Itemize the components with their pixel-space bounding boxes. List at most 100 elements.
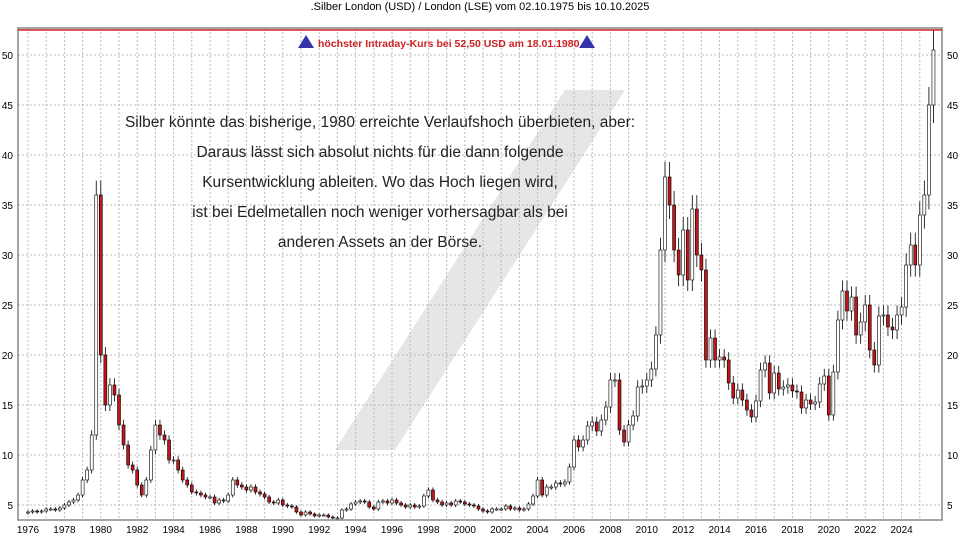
candle-body <box>854 296 858 336</box>
candle <box>48 507 53 511</box>
candle-body <box>517 507 522 511</box>
candle <box>476 504 481 511</box>
y-tick-label-left: 50 <box>2 51 14 62</box>
candle-body <box>203 494 208 498</box>
candle <box>672 191 676 263</box>
candle <box>517 506 522 512</box>
candle <box>390 497 394 506</box>
candle-body <box>927 104 931 196</box>
candle <box>740 383 745 407</box>
candle-body <box>180 469 185 481</box>
candle-body <box>822 375 827 385</box>
candle-body <box>635 386 640 417</box>
candle-body <box>344 508 349 511</box>
candle <box>799 385 804 414</box>
candle <box>508 504 513 511</box>
candle <box>499 507 504 511</box>
candle-body <box>604 406 608 421</box>
candle-body <box>922 194 927 216</box>
candle <box>490 507 494 514</box>
candle-body <box>312 513 317 517</box>
candle <box>149 445 153 483</box>
triangle-marker-left <box>298 35 314 48</box>
candle-body <box>872 349 877 366</box>
candle-body <box>544 486 549 496</box>
y-tick-label-right: 40 <box>947 151 959 162</box>
candle <box>185 477 190 488</box>
candle-body <box>904 264 908 308</box>
candle <box>89 430 94 474</box>
x-tick-label: 2024 <box>890 525 913 536</box>
candle <box>899 297 904 325</box>
x-tick-label: 2006 <box>563 525 586 536</box>
x-tick-label: 2004 <box>526 525 549 536</box>
candle-body <box>285 504 290 507</box>
candle <box>881 305 886 326</box>
candle-body <box>390 499 394 504</box>
candle-body <box>299 511 303 516</box>
y-tick-label-right: 50 <box>947 51 959 62</box>
candle <box>30 509 35 514</box>
candle <box>230 477 235 498</box>
candle-body <box>139 484 144 496</box>
candle <box>85 466 89 483</box>
candle <box>381 498 385 505</box>
candle <box>299 510 303 517</box>
candle-body <box>85 469 89 481</box>
candle-body <box>499 508 504 511</box>
candle-body <box>53 508 58 511</box>
candle-body <box>840 290 845 321</box>
candle <box>917 201 922 277</box>
candle <box>535 477 540 499</box>
candle-body <box>472 504 476 507</box>
candle <box>863 295 868 332</box>
candle <box>285 503 290 508</box>
x-tick-label: 1994 <box>344 525 367 536</box>
x-tick-label: 2002 <box>490 525 513 536</box>
candle <box>931 29 936 123</box>
candle <box>854 286 858 344</box>
candle-body <box>754 400 758 418</box>
candle <box>522 507 526 512</box>
candle <box>654 326 658 377</box>
candle <box>576 435 581 452</box>
y-tick-label-right: 5 <box>947 501 953 512</box>
candle-body <box>385 500 390 504</box>
x-tick-label: 1982 <box>126 525 149 536</box>
candle <box>590 416 595 432</box>
candle <box>808 393 813 411</box>
candle <box>594 416 599 436</box>
candle-body <box>508 505 513 510</box>
candle-body <box>117 394 121 426</box>
y-tick-label-left: 45 <box>2 101 14 112</box>
candle-body <box>581 439 585 448</box>
candle <box>71 497 76 505</box>
candle-body <box>226 494 230 502</box>
candle <box>94 180 99 440</box>
candle <box>317 513 322 518</box>
y-tick-label-right: 25 <box>947 301 959 312</box>
candle <box>585 420 590 445</box>
candle-body <box>858 321 863 336</box>
candle <box>558 480 563 487</box>
candle-body <box>230 479 235 496</box>
x-tick-label: 2016 <box>745 525 768 536</box>
candle-body <box>658 249 663 336</box>
x-tick-label: 1990 <box>272 525 295 536</box>
y-tick-label-left: 10 <box>2 451 14 462</box>
candle <box>622 425 626 447</box>
candle <box>626 419 631 447</box>
candle-body <box>863 304 868 323</box>
x-tick-label: 1978 <box>53 525 76 536</box>
annotation-line: anderen Assets an der Börse. <box>277 234 483 251</box>
candle-body <box>722 356 726 361</box>
candle-body <box>221 499 226 502</box>
candle <box>549 484 554 490</box>
reference-label: höchster Intraday-Kurs bei 52,50 USD am … <box>318 38 580 50</box>
candle-body <box>758 369 763 402</box>
candle <box>190 482 194 495</box>
candle-body <box>881 314 886 317</box>
candle <box>553 480 558 490</box>
candle-body <box>917 214 922 266</box>
candle-body <box>326 514 331 518</box>
